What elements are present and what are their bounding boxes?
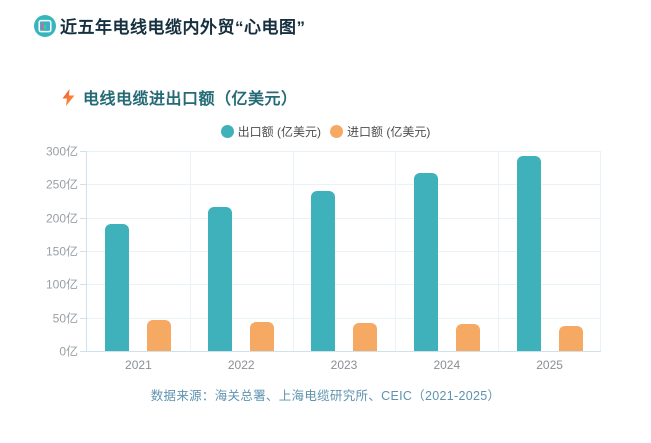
x-label-2024: 2024 [433, 358, 461, 372]
gridline-v [293, 151, 294, 351]
y-label-150: 150亿 [45, 244, 78, 259]
gridline-h [87, 251, 601, 252]
data-source: 数据来源：海关总署、上海电缆研究所、CEIC（2021-2025） [150, 389, 501, 403]
bar-export-2025 [516, 156, 541, 351]
x-label-2025: 2025 [536, 358, 563, 372]
bar-export-2021 [105, 224, 130, 351]
bar-import-2025 [558, 326, 583, 351]
y-label-50: 50亿 [52, 311, 78, 326]
bar-export-2023 [311, 191, 335, 351]
y-axis-tick [80, 217, 87, 219]
legend-dot-import-icon [330, 125, 343, 138]
gridline-v [600, 151, 601, 351]
chart-legend: 出口额 (亿美元) 进口额 (亿美元) [0, 123, 651, 140]
gridline-h [87, 151, 601, 152]
y-label-200: 200亿 [45, 211, 78, 226]
bar-export-2024 [413, 173, 438, 351]
bar-import-2022 [250, 321, 275, 351]
y-axis-tick [80, 184, 87, 186]
gridline-h [87, 184, 601, 186]
gridline-v [190, 151, 191, 351]
legend-item-export: 出口额 (亿美元) [220, 123, 321, 140]
bar-chart-badge-icon [34, 14, 56, 37]
chart-title: 电线电缆进出口额（亿美元） [83, 91, 298, 108]
x-label-2021: 2021 [125, 358, 152, 372]
x-label-2023: 2023 [330, 358, 358, 372]
y-axis-tick [80, 317, 87, 319]
legend-label-export: 出口额 (亿美元) [237, 125, 321, 139]
plot-area: 0亿 50亿 100亿 150亿 200亿 250亿 300亿 2021 2022 2023 202… [46, 145, 601, 372]
y-axis-tick [80, 351, 87, 352]
y-axis-tick [80, 284, 87, 286]
article-header: 近五年电线电缆内外贸“心电图” [34, 13, 306, 38]
bar-chart: 0亿 50亿 100亿 150亿 200亿 250亿 300亿 2021 2022 2023 202… [0, 145, 651, 383]
bar-import-2021 [147, 320, 172, 351]
gridline-h [87, 217, 601, 219]
y-label-300: 300亿 [45, 144, 78, 159]
bar-import-2023 [353, 323, 377, 351]
y-label-0: 0亿 [59, 344, 78, 359]
page-title: 近五年电线电缆内外贸“心电图” [60, 18, 306, 37]
gridline-h [87, 317, 601, 319]
gridline-h [87, 284, 601, 286]
gridline-v [498, 151, 499, 351]
y-axis-tick [80, 251, 87, 252]
y-label-100: 100亿 [45, 277, 78, 292]
legend-label-import: 进口额 (亿美元) [347, 125, 431, 139]
legend-item-import: 进口额 (亿美元) [330, 123, 430, 140]
y-label-250: 250亿 [45, 177, 78, 192]
chart-title-row: 电线电缆进出口额（亿美元） [62, 85, 298, 109]
gridline-v [395, 151, 396, 351]
y-axis-tick [80, 151, 87, 152]
bar-export-2022 [208, 207, 233, 351]
x-label-2022: 2022 [227, 358, 255, 372]
bar-import-2024 [455, 324, 480, 351]
lightning-icon [62, 88, 75, 106]
legend-dot-export-icon [220, 125, 234, 138]
